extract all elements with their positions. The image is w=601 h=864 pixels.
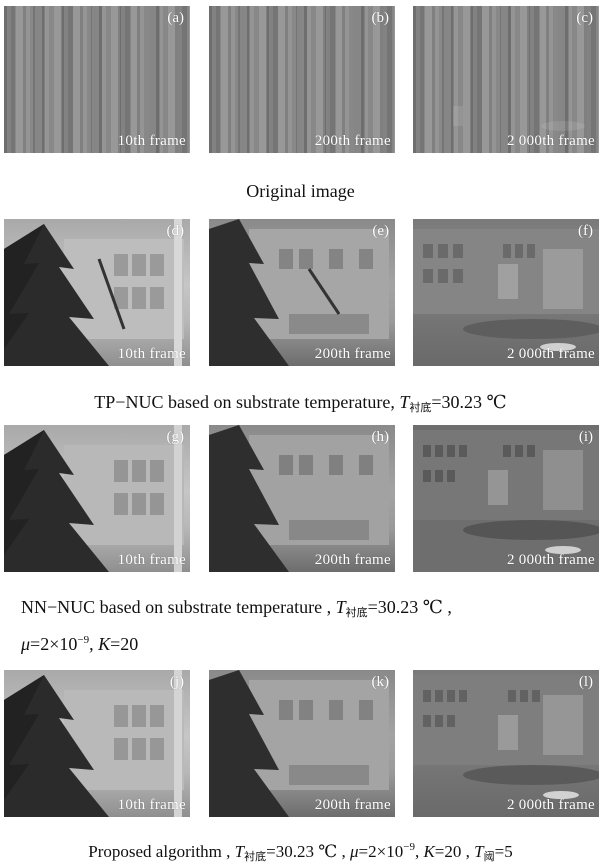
faint-scene-overlay xyxy=(453,106,585,131)
caption-variable-mu: μ xyxy=(350,842,359,861)
panel-b: (b) 200th frame xyxy=(209,6,395,153)
frame-label: 2 000th frame xyxy=(506,346,595,362)
building-scene xyxy=(413,675,599,799)
frame-label: 2 000th frame xyxy=(506,552,595,568)
caption-threshold-subscript: 阈 xyxy=(483,851,495,863)
frame-label: 10th frame xyxy=(117,133,186,149)
panel-tag: (j) xyxy=(169,674,184,690)
panel-tag: (a) xyxy=(167,10,184,26)
caption-variable-t: T xyxy=(335,597,346,617)
caption-text: NN−NUC based on substrate temperature , xyxy=(21,597,332,617)
caption-separator: , xyxy=(89,634,99,654)
caption-row-2: TP−NUC based on substrate temperature, T… xyxy=(0,392,601,415)
caption-exponent: −9 xyxy=(77,634,90,646)
caption-threshold-value: =5 xyxy=(494,842,513,861)
panel-d: (d) 10th frame xyxy=(4,219,190,366)
frame-label: 2 000th frame xyxy=(506,797,595,813)
frame-label: 2 000th frame xyxy=(506,133,595,149)
panel-j: (j) 10th frame xyxy=(4,670,190,817)
caption-variable-t: T xyxy=(234,842,245,861)
caption-exponent: −9 xyxy=(403,841,415,853)
panel-tag: (b) xyxy=(371,10,390,26)
caption-row-3-line-1: NN−NUC based on substrate temperature , … xyxy=(21,597,452,620)
panel-e: (e) 200th frame xyxy=(209,219,395,366)
panel-tag: (l) xyxy=(578,674,593,690)
tree-building-scene xyxy=(4,425,184,572)
tree-building-scene xyxy=(209,425,389,572)
frame-label: 10th frame xyxy=(117,797,186,813)
tree-building-scene xyxy=(209,219,389,366)
caption-mu-value: =2×10 xyxy=(30,634,78,654)
caption-value: =30.23 ℃ , xyxy=(367,597,452,617)
panel-c: (c) 2 000th frame xyxy=(413,6,599,153)
tree-building-scene xyxy=(4,670,184,817)
panel-tag: (c) xyxy=(576,10,593,26)
caption-row-1: Original image xyxy=(246,181,355,201)
panel-a: (a) 10th frame xyxy=(4,6,190,153)
panel-tag: (k) xyxy=(371,674,390,690)
panel-i: (i) 2 000th frame xyxy=(413,425,599,572)
building-scene xyxy=(413,430,599,554)
tree-building-scene xyxy=(209,670,389,817)
caption-text: Proposed algorithm , xyxy=(88,842,231,861)
caption-variable-k: K xyxy=(98,634,111,654)
tree-building-scene xyxy=(4,219,184,366)
caption-row-4: Proposed algorithm , T衬底=30.23 ℃ , μ=2×1… xyxy=(0,841,601,864)
caption-variable-k: K xyxy=(423,842,435,861)
panel-l: (l) 2 000th frame xyxy=(413,670,599,817)
panel-tag: (d) xyxy=(166,223,185,239)
caption-subscript: 衬底 xyxy=(409,402,432,414)
caption-value: =30.23 ℃ xyxy=(431,392,507,412)
panel-tag: (e) xyxy=(372,223,389,239)
caption-text: TP−NUC based on substrate temperature, xyxy=(94,392,395,412)
frame-label: 200th frame xyxy=(314,346,391,362)
caption-subscript: 衬底 xyxy=(345,607,368,619)
frame-label: 200th frame xyxy=(314,797,391,813)
panel-g: (g) 10th frame xyxy=(4,425,190,572)
panel-tag: (g) xyxy=(166,429,185,445)
caption-variable-t: T xyxy=(399,392,410,412)
panel-tag: (i) xyxy=(578,429,593,445)
panel-f: (f) 2 000th frame xyxy=(413,219,599,366)
caption-variable-t-threshold: T xyxy=(474,842,484,861)
frame-label: 10th frame xyxy=(117,552,186,568)
panel-tag: (h) xyxy=(371,429,390,445)
panel-k: (k) 200th frame xyxy=(209,670,395,817)
frame-label: 10th frame xyxy=(117,346,186,362)
building-scene xyxy=(413,229,599,351)
caption-row-3-line-2: μ=2×10−9, K=20 xyxy=(21,634,138,656)
frame-label: 200th frame xyxy=(314,133,391,149)
caption-subscript: 衬底 xyxy=(244,851,267,863)
panel-tag: (f) xyxy=(578,223,593,239)
caption-value: =30.23 ℃ , xyxy=(266,842,350,861)
caption-k-value: =20 xyxy=(110,634,139,654)
caption-separator: , xyxy=(414,842,424,861)
panel-h: (h) 200th frame xyxy=(209,425,395,572)
caption-k-value: =20 , xyxy=(434,842,475,861)
frame-label: 200th frame xyxy=(314,552,391,568)
caption-mu-value: =2×10 xyxy=(358,842,404,861)
caption-variable-mu: μ xyxy=(21,634,31,654)
